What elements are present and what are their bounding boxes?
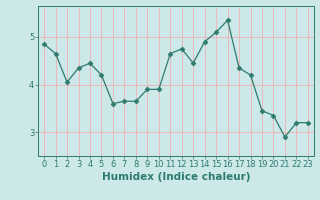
X-axis label: Humidex (Indice chaleur): Humidex (Indice chaleur) (102, 172, 250, 182)
